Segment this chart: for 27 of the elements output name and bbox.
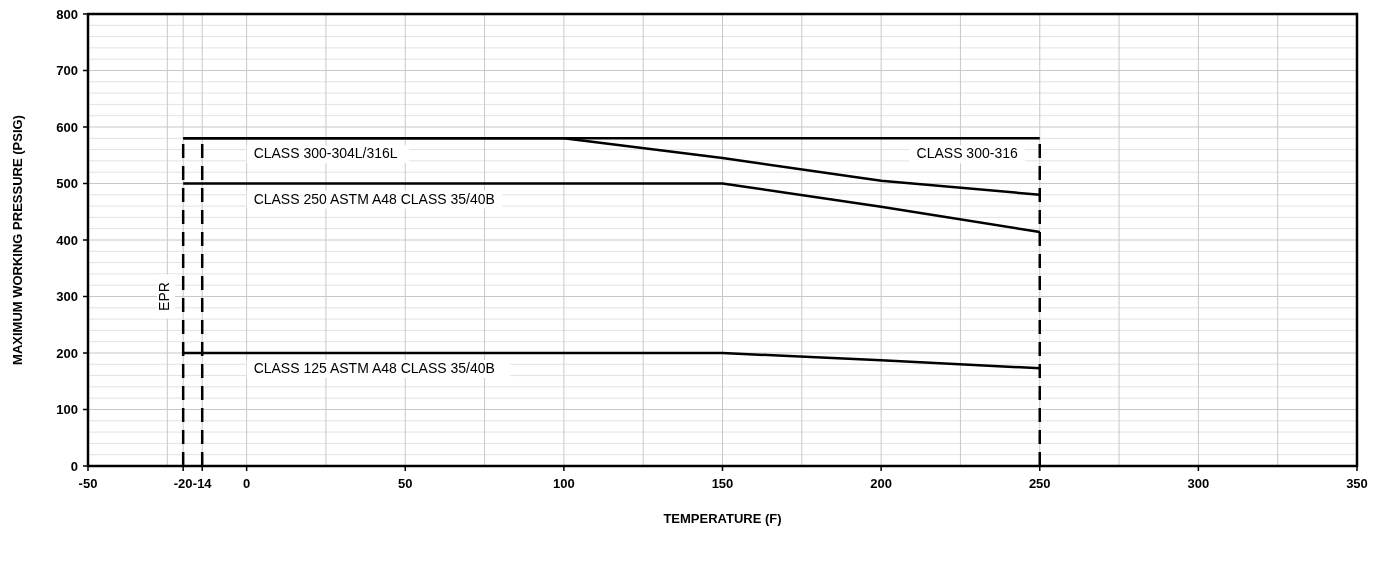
y-tick-label: 500 (56, 176, 78, 192)
x-tick-label: -20 (173, 476, 193, 491)
y-tick-label: 300 (56, 289, 78, 305)
series-label: CLASS 300-304L/316L (253, 145, 398, 162)
x-tick-label: 200 (870, 476, 892, 491)
x-tick-label: -14 (192, 476, 213, 491)
series-label: CLASS 250 ASTM A48 CLASS 35/40B (253, 190, 495, 207)
y-tick-label: 800 (56, 6, 78, 22)
y-tick-label: 600 (56, 119, 78, 135)
series-label: CLASS 300-316 (916, 145, 1018, 162)
series-label: CLASS 125 ASTM A48 CLASS 35/40B (253, 360, 495, 376)
y-tick-label: 100 (56, 402, 78, 418)
x-tick-label: -50 (78, 476, 98, 491)
y-tick-label: 700 (56, 63, 78, 79)
x-axis-title: TEMPERATURE (F) (663, 511, 782, 526)
x-tick-label: 350 (1346, 476, 1368, 491)
x-tick-label: 50 (398, 476, 413, 491)
x-tick-label: 150 (711, 476, 734, 491)
y-tick-label: 200 (56, 345, 78, 361)
x-tick-label: 300 (1187, 476, 1210, 491)
y-axis-title: MAXIMUM WORKING PRESSURE (PSIG) (10, 115, 25, 365)
x-tick-label: 250 (1028, 476, 1051, 491)
x-tick-label: 100 (553, 476, 575, 491)
x-tick-label: 0 (243, 476, 251, 491)
y-tick-label: 400 (56, 232, 78, 248)
y-tick-label: 0 (70, 458, 78, 474)
annotation: EPR (156, 282, 173, 311)
